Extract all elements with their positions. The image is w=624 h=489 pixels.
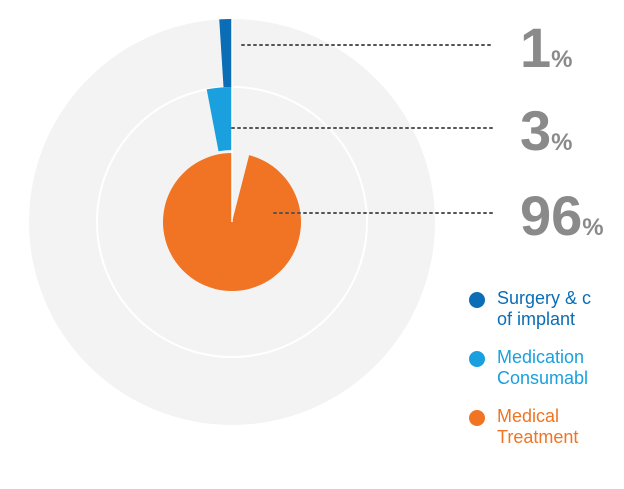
legend-label-line2: Treatment bbox=[497, 427, 579, 447]
legend-label-line2: of implant bbox=[497, 309, 576, 329]
legend-dot bbox=[469, 410, 485, 426]
legend-item-medication: Medication Consumabl bbox=[466, 347, 624, 389]
legend-label-line1: Surgery & c bbox=[497, 288, 592, 308]
chart-legend: Surgery & c of implant Medication Consum… bbox=[466, 288, 624, 465]
sector-surgery bbox=[219, 19, 232, 88]
value-label-treatment: 96% bbox=[520, 188, 604, 244]
leader-lines bbox=[231, 44, 495, 214]
sector-medication bbox=[206, 87, 232, 152]
percent-sign: % bbox=[551, 129, 573, 156]
ring-sectors bbox=[162, 19, 301, 291]
legend-item-surgery: Surgery & c of implant bbox=[466, 288, 624, 330]
value-label-medication: 3% bbox=[520, 103, 573, 159]
legend-dot bbox=[469, 351, 485, 367]
legend-label-line1: Medication bbox=[497, 347, 585, 367]
value-number: 3 bbox=[520, 99, 552, 162]
legend-label-line1: Medical bbox=[497, 406, 560, 426]
value-number: 1 bbox=[520, 16, 552, 79]
value-label-surgery: 1% bbox=[520, 20, 573, 76]
value-number: 96 bbox=[520, 184, 583, 247]
legend-label-line2: Consumabl bbox=[497, 368, 589, 388]
percent-sign: % bbox=[551, 46, 573, 73]
legend-dot bbox=[469, 292, 485, 308]
legend-item-treatment: Medical Treatment bbox=[466, 406, 624, 448]
percent-sign: % bbox=[582, 214, 604, 241]
